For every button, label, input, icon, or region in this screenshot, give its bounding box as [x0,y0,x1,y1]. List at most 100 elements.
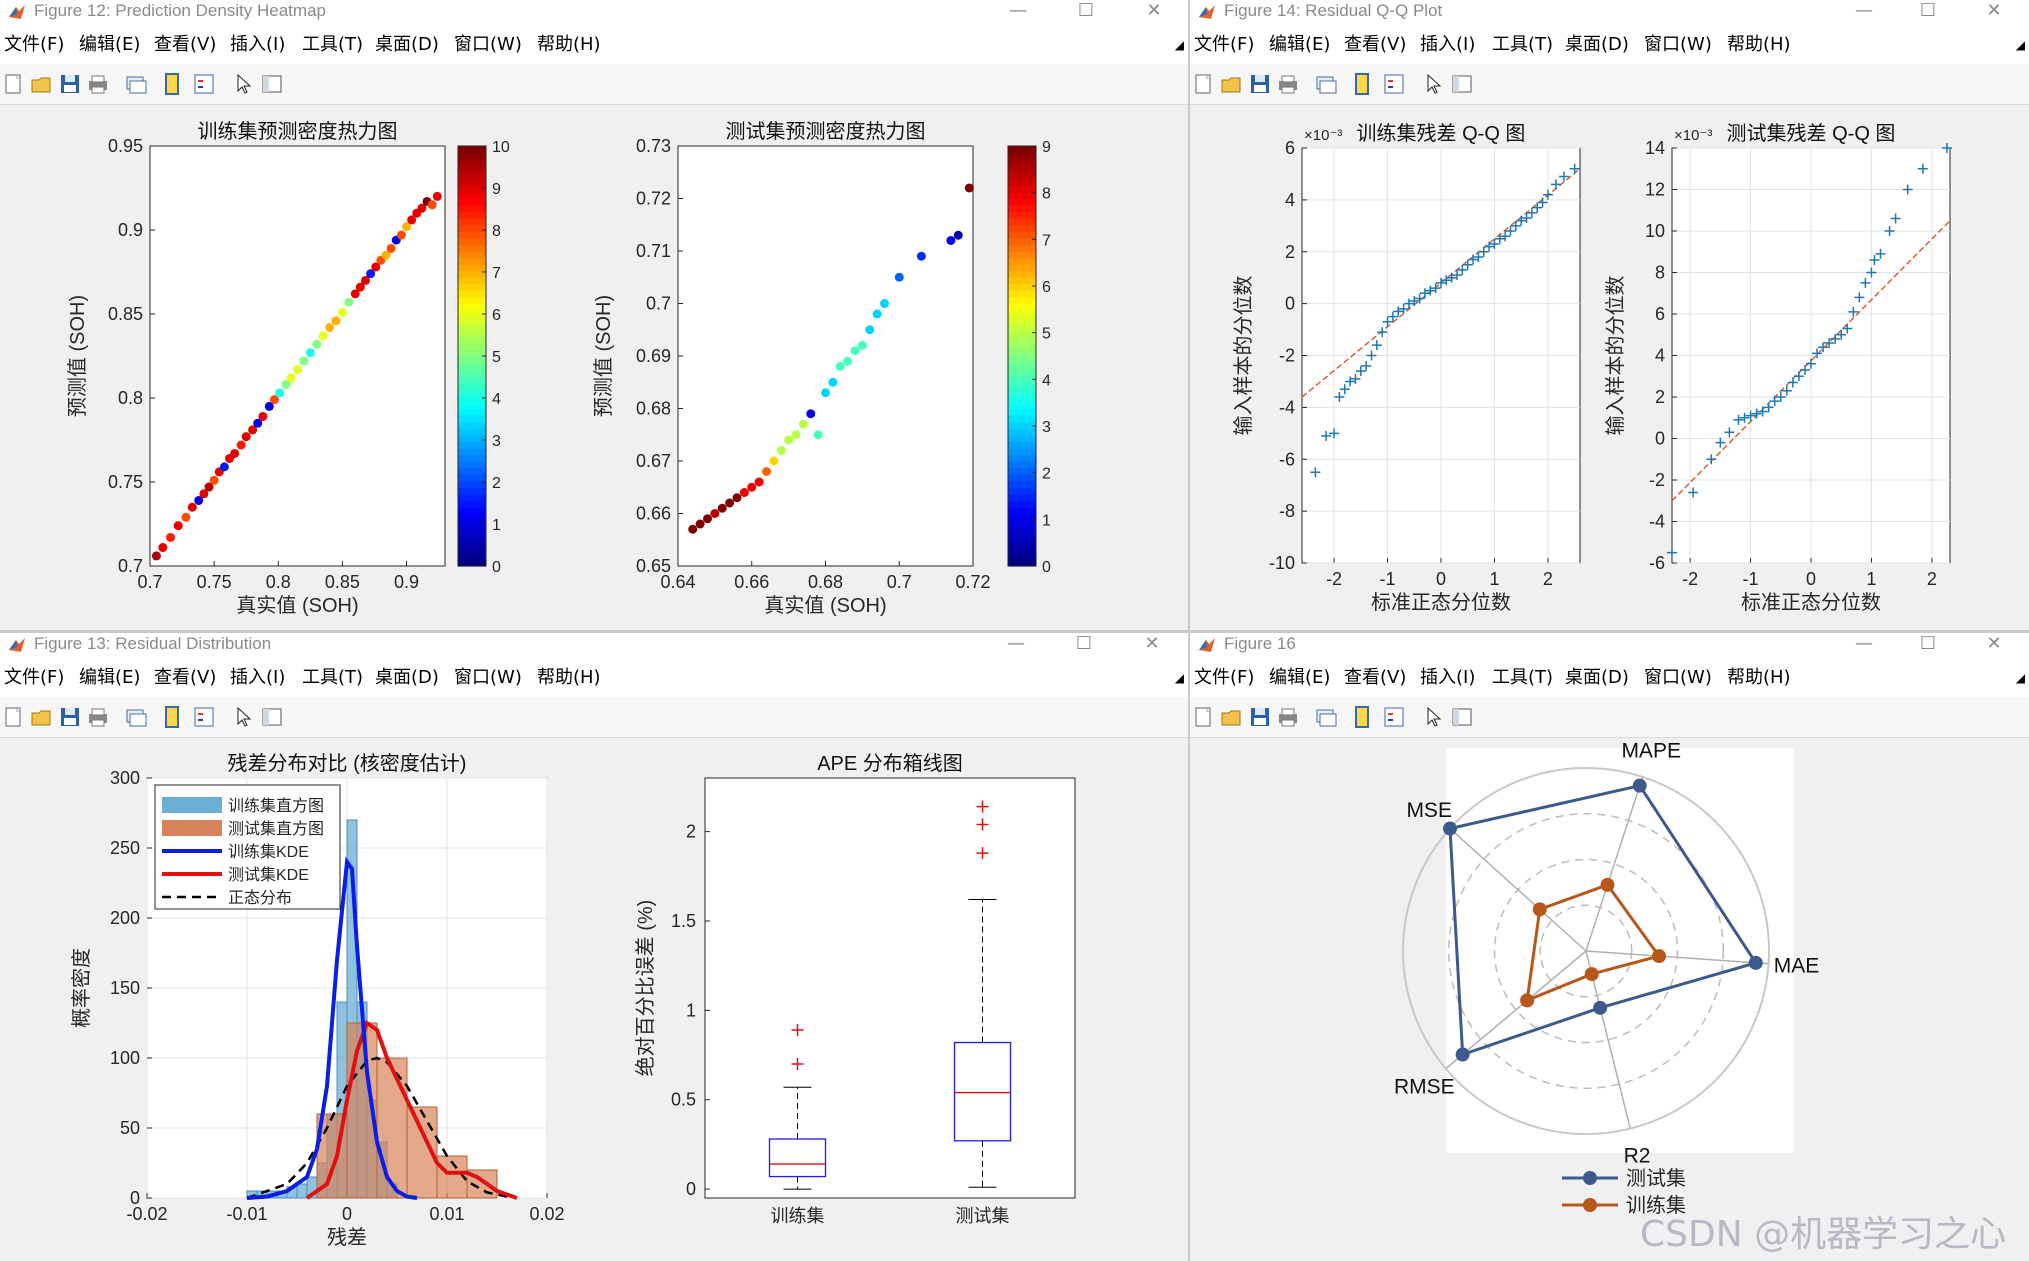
property-editor-icon[interactable] [260,705,284,729]
radar-axis-label: MSE [1406,799,1452,822]
open-file-icon[interactable] [30,72,54,96]
menu-item[interactable]: 工具(T) [302,667,364,688]
save-icon[interactable] [58,705,82,729]
minimize-button[interactable]: — [1855,633,1873,654]
menu-item[interactable]: 查看(V) [1344,34,1407,55]
title-bar[interactable]: Figure 14: Residual Q-Q Plot — ☐ ✕ [1190,0,2029,26]
maximize-button[interactable]: ☐ [1077,0,1095,21]
legend-icon[interactable] [192,72,216,96]
print-icon[interactable] [86,705,110,729]
data-point [381,250,391,260]
property-editor-icon[interactable] [1450,705,1474,729]
colorbar-segment [458,329,486,337]
new-figure-icon[interactable] [1192,705,1216,729]
menu-item[interactable]: 窗口(W) [1644,667,1712,688]
menu-item[interactable]: 编辑(E) [79,667,141,688]
menu-item[interactable]: 文件(F) [4,667,65,688]
open-file-icon[interactable] [1220,72,1244,96]
menu-item[interactable]: 桌面(D) [1565,34,1629,55]
menu-item[interactable]: 文件(F) [1194,667,1255,688]
maximize-button[interactable]: ☐ [1075,633,1093,654]
pointer-icon[interactable] [1422,72,1446,96]
maximize-button[interactable]: ☐ [1919,0,1937,21]
colorbar-icon[interactable] [1350,705,1374,729]
menu-item[interactable]: 工具(T) [302,34,364,55]
save-icon[interactable] [1248,72,1272,96]
close-button[interactable]: ✕ [1146,0,1162,21]
property-editor-icon[interactable] [1450,72,1474,96]
menu-item[interactable]: 工具(T) [1492,667,1554,688]
menu-item[interactable]: 插入(I) [230,34,286,55]
colorbar-icon[interactable] [1350,72,1374,96]
menu-item[interactable]: 桌面(D) [1565,667,1629,688]
menu-item[interactable]: 窗口(W) [454,34,522,55]
legend-icon[interactable] [1382,705,1406,729]
title-bar[interactable]: Figure 12: Prediction Density Heatmap — … [0,0,1188,26]
menu-item[interactable]: 编辑(E) [1269,667,1331,688]
menu-item[interactable]: 帮助(H) [537,667,601,688]
new-figure-icon[interactable] [1192,72,1216,96]
close-button[interactable]: ✕ [1986,0,2002,21]
menu-overflow-icon[interactable]: ◢ [1174,38,1184,52]
menu-item[interactable]: 帮助(H) [1727,34,1791,55]
menu-item[interactable]: 工具(T) [1492,34,1554,55]
legend-icon[interactable] [192,705,216,729]
menu-item[interactable]: 查看(V) [154,34,217,55]
data-point [1532,202,1543,213]
link-icon[interactable] [124,72,148,96]
save-icon[interactable] [58,72,82,96]
y-tick-label: 0.7 [118,556,143,576]
open-file-icon[interactable] [30,705,54,729]
maximize-button[interactable]: ☐ [1919,633,1937,654]
y-tick-label: -6 [1279,449,1295,469]
legend-icon[interactable] [1382,72,1406,96]
minimize-button[interactable]: — [1855,0,1873,21]
title-bar[interactable]: Figure 13: Residual Distribution — ☐ ✕ [0,633,1188,659]
menu-item[interactable]: 桌面(D) [375,34,439,55]
menu-item[interactable]: 插入(I) [1420,34,1476,55]
minimize-button[interactable]: — [1009,0,1027,21]
print-icon[interactable] [86,72,110,96]
link-icon[interactable] [1314,705,1338,729]
close-button[interactable]: ✕ [1986,633,2002,654]
menu-item[interactable]: 文件(F) [4,34,65,55]
property-editor-icon[interactable] [260,72,284,96]
link-icon[interactable] [124,705,148,729]
data-point [791,430,801,440]
pointer-icon[interactable] [232,72,256,96]
title-bar[interactable]: Figure 16 — ☐ ✕ [1190,633,2029,659]
menu-item[interactable]: 查看(V) [154,667,217,688]
menu-item[interactable]: 窗口(W) [454,667,522,688]
save-icon[interactable] [1248,705,1272,729]
menu-item[interactable]: 查看(V) [1344,667,1407,688]
print-icon[interactable] [1276,705,1300,729]
pointer-icon[interactable] [232,705,256,729]
colorbar-segment [1008,559,1036,567]
menu-item[interactable]: 帮助(H) [1727,667,1791,688]
link-icon[interactable] [1314,72,1338,96]
menu-item[interactable]: 文件(F) [1194,34,1255,55]
new-figure-icon[interactable] [2,705,26,729]
menu-item[interactable]: 帮助(H) [537,34,601,55]
minimize-button[interactable]: — [1007,633,1025,654]
print-icon[interactable] [1276,72,1300,96]
menu-item[interactable]: 插入(I) [230,667,286,688]
menu-overflow-icon[interactable]: ◢ [2015,38,2025,52]
colorbar-icon[interactable] [160,72,184,96]
colorbar-icon[interactable] [160,705,184,729]
menu-item[interactable]: 桌面(D) [375,667,439,688]
close-button[interactable]: ✕ [1144,633,1160,654]
menu-item[interactable]: 编辑(E) [1269,34,1331,55]
y-tick-label: 0.9 [118,220,143,240]
menu-item[interactable]: 插入(I) [1420,667,1476,688]
radar-grid-ring [1448,813,1724,1089]
open-file-icon[interactable] [1220,705,1244,729]
menu-item[interactable]: 编辑(E) [79,34,141,55]
menu-item[interactable]: 窗口(W) [1644,34,1712,55]
y-tick-label: 0.95 [108,136,143,156]
menu-overflow-icon[interactable]: ◢ [2015,671,2025,685]
colorbar-segment [458,408,486,416]
menu-overflow-icon[interactable]: ◢ [1174,671,1184,685]
new-figure-icon[interactable] [2,72,26,96]
pointer-icon[interactable] [1422,705,1446,729]
